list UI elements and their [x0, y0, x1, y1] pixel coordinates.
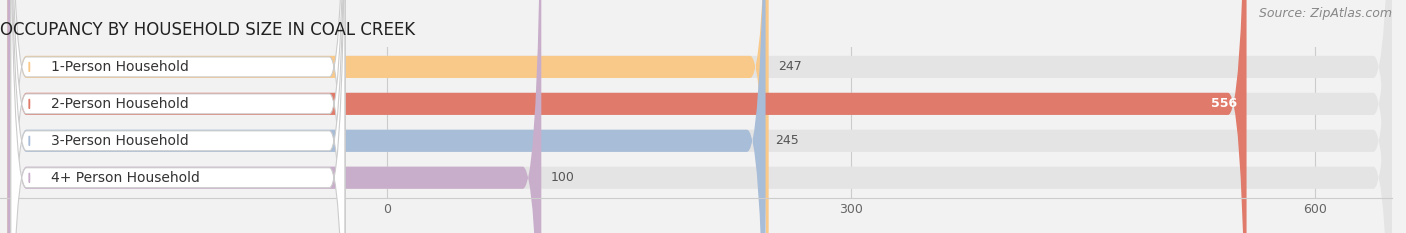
FancyBboxPatch shape — [8, 0, 1392, 233]
FancyBboxPatch shape — [8, 0, 1392, 233]
Text: 556: 556 — [1211, 97, 1237, 110]
Text: OCCUPANCY BY HOUSEHOLD SIZE IN COAL CREEK: OCCUPANCY BY HOUSEHOLD SIZE IN COAL CREE… — [0, 21, 415, 39]
FancyBboxPatch shape — [8, 0, 1392, 233]
Text: 3-Person Household: 3-Person Household — [51, 134, 188, 148]
Text: Source: ZipAtlas.com: Source: ZipAtlas.com — [1258, 7, 1392, 20]
FancyBboxPatch shape — [8, 0, 1247, 233]
FancyBboxPatch shape — [8, 0, 765, 233]
Text: 100: 100 — [551, 171, 575, 184]
Text: 1-Person Household: 1-Person Household — [51, 60, 188, 74]
FancyBboxPatch shape — [8, 0, 769, 233]
Text: 247: 247 — [778, 60, 801, 73]
FancyBboxPatch shape — [8, 0, 1392, 233]
FancyBboxPatch shape — [11, 0, 344, 233]
Text: 4+ Person Household: 4+ Person Household — [51, 171, 200, 185]
FancyBboxPatch shape — [8, 0, 541, 233]
FancyBboxPatch shape — [11, 0, 344, 233]
Text: 245: 245 — [775, 134, 799, 147]
Text: 2-Person Household: 2-Person Household — [51, 97, 188, 111]
FancyBboxPatch shape — [11, 0, 344, 233]
FancyBboxPatch shape — [11, 0, 344, 233]
